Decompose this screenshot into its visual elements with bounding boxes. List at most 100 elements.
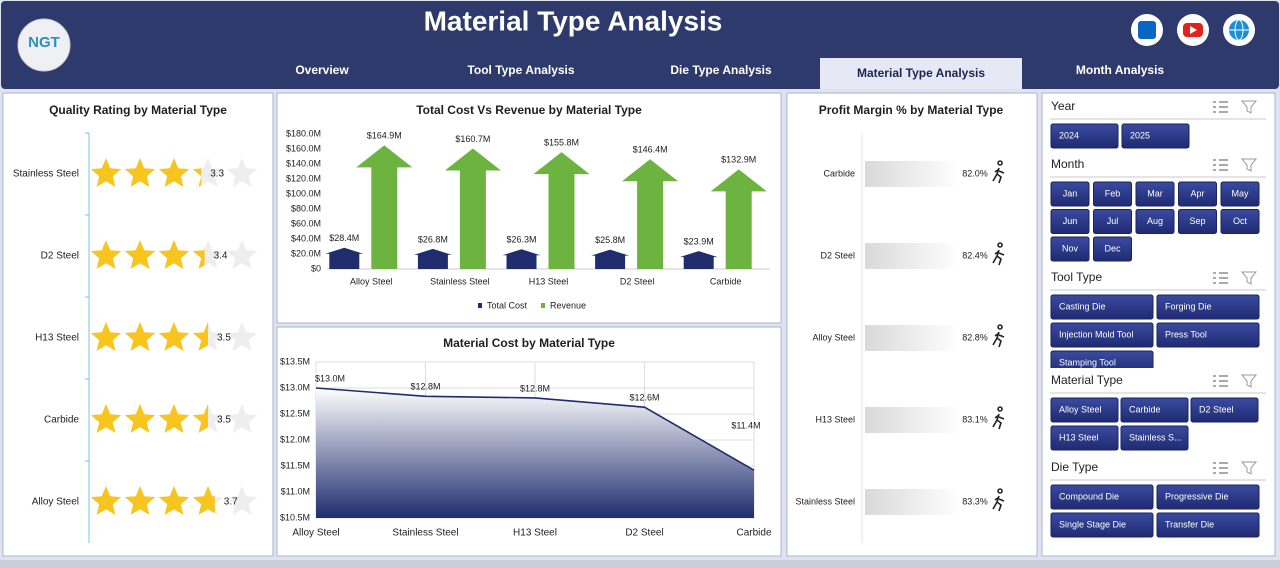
- filter-button[interactable]: [1050, 236, 1090, 262]
- clear-filter-icon[interactable]: [1240, 374, 1258, 388]
- bar: [865, 489, 960, 515]
- filter-button-label[interactable]: Oct: [1233, 216, 1248, 226]
- filter-button[interactable]: [1190, 397, 1259, 423]
- star-empty: [226, 322, 258, 351]
- filter-button[interactable]: [1050, 322, 1154, 348]
- star-filled: [192, 404, 208, 433]
- filter-button-label[interactable]: Feb: [1105, 188, 1121, 198]
- nav-tab[interactable]: Material Type Analysis: [857, 66, 985, 80]
- filter-button-label[interactable]: Casting Die: [1059, 301, 1106, 311]
- filter-button-label[interactable]: Mar: [1147, 188, 1163, 198]
- filter-button[interactable]: [1120, 425, 1189, 451]
- value-label: 3.5: [217, 333, 231, 344]
- filter-button[interactable]: [1121, 123, 1190, 149]
- filter-button[interactable]: [1050, 123, 1119, 149]
- x-tick-label: Alloy Steel: [292, 528, 339, 539]
- rating-stars: [90, 158, 202, 187]
- filter-button-label[interactable]: Jun: [1063, 216, 1078, 226]
- star-filled: [90, 322, 122, 351]
- value-label: 3.3: [210, 169, 224, 180]
- multi-select-icon[interactable]: [1213, 462, 1228, 474]
- filter-button[interactable]: [1135, 209, 1175, 234]
- filter-button[interactable]: [1120, 397, 1189, 423]
- legend-label: Revenue: [550, 300, 586, 310]
- filter-button[interactable]: [1135, 181, 1175, 207]
- filter-button[interactable]: [1050, 397, 1119, 423]
- multi-select-icon[interactable]: [1213, 101, 1228, 113]
- filter-button-label[interactable]: Sep: [1189, 216, 1205, 226]
- filter-button[interactable]: [1156, 322, 1260, 348]
- clear-filter-icon[interactable]: [1240, 158, 1258, 172]
- filter-button[interactable]: [1050, 350, 1154, 375]
- nav-tab[interactable]: Overview: [295, 63, 349, 77]
- filter-button[interactable]: [1156, 512, 1260, 538]
- filter-button[interactable]: [1050, 512, 1154, 538]
- filter-button-label[interactable]: Transfer Die: [1165, 519, 1214, 529]
- nav-tab[interactable]: Month Analysis: [1076, 63, 1165, 77]
- filter-button[interactable]: [1050, 484, 1154, 510]
- filter-button-label[interactable]: Apr: [1190, 188, 1204, 198]
- bar: [865, 325, 960, 351]
- multi-select-icon[interactable]: [1213, 375, 1228, 387]
- value-label: $25.8M: [595, 235, 625, 245]
- filter-button-label[interactable]: Carbide: [1129, 404, 1161, 414]
- nav-tab[interactable]: Die Type Analysis: [670, 63, 772, 77]
- filter-button-label[interactable]: Stainless S...: [1129, 432, 1182, 442]
- filter-button-label[interactable]: Jul: [1107, 216, 1119, 226]
- filter-button-label[interactable]: Alloy Steel: [1059, 404, 1102, 414]
- star-filled: [192, 322, 208, 351]
- runner-icon: [992, 488, 1005, 512]
- star-empty: [226, 158, 258, 187]
- star-filled: [158, 486, 190, 515]
- x-tick-label: Carbide: [736, 528, 771, 539]
- x-tick-label: D2 Steel: [625, 528, 663, 539]
- clear-filter-icon[interactable]: [1240, 100, 1258, 114]
- filter-button-label[interactable]: Compound Die: [1059, 491, 1119, 501]
- page-title: Material Type Analysis: [424, 5, 723, 36]
- filter-button-label[interactable]: Injection Mold Tool: [1059, 329, 1133, 339]
- filter-button-label[interactable]: Single Stage Die: [1059, 519, 1126, 529]
- value-label: $132.9M: [721, 155, 756, 165]
- value-label: $13.0M: [315, 373, 345, 383]
- filter-button[interactable]: [1220, 209, 1260, 234]
- rating-stars: [90, 404, 208, 433]
- y-tick-label: $13.0M: [280, 382, 310, 392]
- filter-button-label[interactable]: 2024: [1059, 130, 1079, 140]
- filter-button[interactable]: [1050, 425, 1119, 451]
- filter-button-label[interactable]: Progressive Die: [1165, 491, 1229, 501]
- value-label: 82.4%: [962, 250, 988, 260]
- filter-button-label[interactable]: Nov: [1062, 243, 1079, 253]
- filter-button-label[interactable]: Press Tool: [1165, 329, 1207, 339]
- filter-button-label[interactable]: H13 Steel: [1059, 432, 1099, 442]
- filter-button-label[interactable]: Stamping Tool: [1059, 357, 1116, 367]
- nav-tab[interactable]: Tool Type Analysis: [467, 63, 574, 77]
- filter-button[interactable]: [1156, 484, 1260, 510]
- value-label: $164.9M: [367, 131, 402, 141]
- filter-button[interactable]: [1156, 294, 1260, 320]
- filter-title: Tool Type: [1051, 270, 1102, 284]
- filter-button-label[interactable]: May: [1231, 188, 1249, 198]
- filter-button-label[interactable]: Dec: [1104, 243, 1121, 253]
- filter-button-label[interactable]: Jan: [1063, 188, 1078, 198]
- filter-button-label[interactable]: D2 Steel: [1199, 404, 1234, 414]
- clear-filter-icon[interactable]: [1240, 461, 1258, 475]
- multi-select-icon[interactable]: [1213, 159, 1228, 171]
- filter-button[interactable]: [1050, 294, 1154, 320]
- filter-button[interactable]: [1050, 181, 1090, 207]
- filter-button[interactable]: [1093, 236, 1132, 262]
- clear-filter-icon[interactable]: [1240, 271, 1258, 285]
- bar-arrow: [710, 169, 767, 269]
- filter-button[interactable]: [1050, 209, 1090, 234]
- footer-strip: [0, 560, 1280, 568]
- filter-button[interactable]: [1093, 209, 1132, 234]
- filter-button[interactable]: [1220, 181, 1260, 207]
- filter-button[interactable]: [1093, 181, 1132, 207]
- filter-button-label[interactable]: 2025: [1130, 130, 1150, 140]
- value-label: $160.7M: [455, 134, 490, 144]
- multi-select-icon[interactable]: [1213, 272, 1228, 284]
- filter-button-label[interactable]: Aug: [1147, 216, 1163, 226]
- filter-button[interactable]: [1178, 209, 1217, 234]
- filter-button[interactable]: [1178, 181, 1217, 207]
- runner-icon: [992, 324, 1005, 348]
- filter-button-label[interactable]: Forging Die: [1165, 301, 1212, 311]
